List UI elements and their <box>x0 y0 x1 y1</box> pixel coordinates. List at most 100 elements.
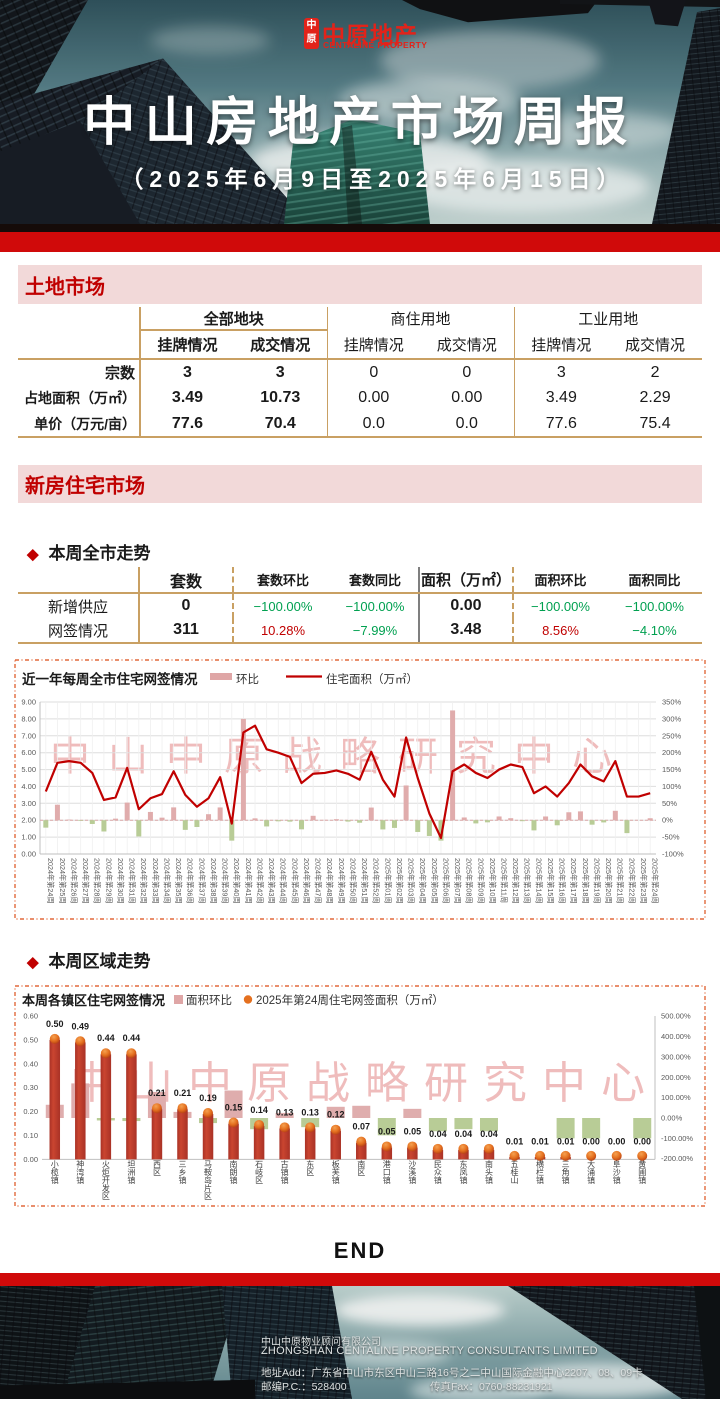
svg-text:2024年第29周: 2024年第29周 <box>104 858 113 904</box>
svg-text:2025年第21周: 2025年第21周 <box>616 858 625 904</box>
svg-text:2025年第04周: 2025年第04周 <box>418 858 427 904</box>
svg-text:2025年第24周住宅网签面积（万㎡）: 2025年第24周住宅网签面积（万㎡） <box>256 993 444 1007</box>
svg-text:环比: 环比 <box>236 673 259 686</box>
svg-text:2025年第06周: 2025年第06周 <box>441 858 450 904</box>
svg-text:8.00: 8.00 <box>21 714 36 723</box>
svg-text:0.20: 0.20 <box>23 1107 38 1116</box>
svg-text:镇: 镇 <box>383 1175 391 1185</box>
svg-text:0.15: 0.15 <box>225 1103 243 1113</box>
svg-text:0.00: 0.00 <box>582 1136 600 1146</box>
svg-text:2024年第35周: 2024年第35周 <box>174 858 183 904</box>
svg-text:2024年第44周: 2024年第44周 <box>279 858 288 904</box>
svg-text:镇: 镇 <box>230 1175 238 1185</box>
svg-text:0.04: 0.04 <box>455 1129 473 1139</box>
svg-text:2024年第43周: 2024年第43周 <box>267 858 276 904</box>
svg-text:住宅面积（万㎡）: 住宅面积（万㎡） <box>326 672 418 686</box>
svg-text:0.12: 0.12 <box>327 1110 345 1120</box>
svg-text:2024年第41周: 2024年第41周 <box>244 858 253 904</box>
svg-text:2024年第25周: 2024年第25周 <box>58 858 67 904</box>
svg-text:0.05: 0.05 <box>404 1126 422 1136</box>
svg-text:镇: 镇 <box>434 1175 442 1185</box>
svg-text:2025年第05周: 2025年第05周 <box>430 858 439 904</box>
svg-text:镇: 镇 <box>587 1175 595 1185</box>
svg-text:本周各镇区住宅网签情况: 本周各镇区住宅网签情况 <box>22 993 165 1008</box>
svg-text:0.05: 0.05 <box>378 1126 396 1136</box>
svg-text:2024年第33周: 2024年第33周 <box>151 858 160 904</box>
svg-text:2025年第03周: 2025年第03周 <box>407 858 416 904</box>
svg-text:2025年第07周: 2025年第07周 <box>453 858 462 904</box>
svg-text:近一年每周全市住宅网签情况: 近一年每周全市住宅网签情况 <box>22 671 198 687</box>
svg-text:0.01: 0.01 <box>531 1136 549 1146</box>
svg-text:山: 山 <box>511 1175 519 1185</box>
svg-text:50%: 50% <box>662 799 677 808</box>
svg-text:2024年第50周: 2024年第50周 <box>348 858 357 904</box>
svg-text:2025年第20周: 2025年第20周 <box>604 858 613 904</box>
svg-text:2025年第13周: 2025年第13周 <box>523 858 532 904</box>
svg-text:200%: 200% <box>662 748 682 757</box>
svg-text:2024年第38周: 2024年第38周 <box>209 858 218 904</box>
svg-text:2024年第37周: 2024年第37周 <box>197 858 206 904</box>
svg-text:2024年第30周: 2024年第30周 <box>116 858 125 904</box>
svg-text:1.00: 1.00 <box>21 833 36 842</box>
svg-text:镇: 镇 <box>485 1175 493 1185</box>
svg-text:2025年第16周: 2025年第16周 <box>558 858 567 904</box>
svg-text:2024年第36周: 2024年第36周 <box>186 858 195 904</box>
svg-text:镇: 镇 <box>332 1175 340 1185</box>
svg-text:100.00%: 100.00% <box>661 1093 691 1102</box>
svg-text:2024年第26周: 2024年第26周 <box>69 858 78 904</box>
svg-text:0.04: 0.04 <box>480 1129 498 1139</box>
svg-text:4.00: 4.00 <box>21 782 36 791</box>
svg-text:500.00%: 500.00% <box>661 1012 691 1021</box>
svg-text:2024年第47周: 2024年第47周 <box>314 858 323 904</box>
svg-text:镇: 镇 <box>408 1175 416 1185</box>
svg-text:2025年第11周: 2025年第11周 <box>499 858 508 903</box>
svg-text:0.00: 0.00 <box>633 1136 651 1146</box>
svg-text:-100.00%: -100.00% <box>661 1134 693 1143</box>
svg-text:2024年第46周: 2024年第46周 <box>302 858 311 904</box>
svg-text:200.00%: 200.00% <box>661 1073 691 1082</box>
svg-text:2025年第18周: 2025年第18周 <box>581 858 590 904</box>
svg-text:镇: 镇 <box>178 1175 186 1185</box>
svg-text:5.00: 5.00 <box>21 765 36 774</box>
svg-text:2025年第14周: 2025年第14周 <box>534 858 543 904</box>
svg-text:镇: 镇 <box>281 1175 289 1185</box>
svg-text:2024年第32周: 2024年第32周 <box>139 858 148 904</box>
svg-text:7.00: 7.00 <box>21 731 36 740</box>
svg-text:镇: 镇 <box>562 1175 570 1185</box>
svg-text:350%: 350% <box>662 698 682 707</box>
svg-text:-100%: -100% <box>662 850 684 859</box>
svg-text:-200.00%: -200.00% <box>661 1154 693 1163</box>
svg-text:镇: 镇 <box>638 1175 646 1185</box>
svg-text:2024年第34周: 2024年第34周 <box>162 858 171 904</box>
svg-text:区: 区 <box>204 1192 212 1201</box>
svg-text:150%: 150% <box>662 765 682 774</box>
svg-text:2024年第40周: 2024年第40周 <box>232 858 241 904</box>
svg-text:2024年第48周: 2024年第48周 <box>325 858 334 904</box>
svg-text:0.01: 0.01 <box>506 1136 524 1146</box>
svg-text:400.00%: 400.00% <box>661 1032 691 1041</box>
svg-text:2024年第49周: 2024年第49周 <box>337 858 346 904</box>
svg-text:2025年第02周: 2025年第02周 <box>395 858 404 904</box>
svg-text:0.13: 0.13 <box>301 1107 319 1117</box>
svg-text:0.40: 0.40 <box>23 1059 38 1068</box>
svg-text:100%: 100% <box>662 782 682 791</box>
svg-text:2025年第10周: 2025年第10周 <box>488 858 497 904</box>
svg-text:0.50: 0.50 <box>23 1035 38 1044</box>
svg-text:镇: 镇 <box>127 1175 135 1185</box>
svg-text:区: 区 <box>102 1192 110 1201</box>
svg-text:2025年第12周: 2025年第12周 <box>511 858 520 904</box>
svg-text:0.19: 0.19 <box>199 1093 217 1103</box>
svg-text:镇: 镇 <box>613 1175 621 1185</box>
svg-text:0.01: 0.01 <box>557 1136 575 1146</box>
svg-text:2025年第09周: 2025年第09周 <box>476 858 485 904</box>
svg-text:2025年第01周: 2025年第01周 <box>383 858 392 904</box>
svg-text:9.00: 9.00 <box>21 698 36 707</box>
svg-text:0.30: 0.30 <box>23 1083 38 1092</box>
svg-text:2024年第28周: 2024年第28周 <box>93 858 102 904</box>
svg-text:250%: 250% <box>662 731 682 740</box>
svg-text:2024年第45周: 2024年第45周 <box>290 858 299 904</box>
svg-text:2024年第27周: 2024年第27周 <box>81 858 90 904</box>
svg-text:2025年第15周: 2025年第15周 <box>546 858 555 904</box>
svg-text:2024年第52周: 2024年第52周 <box>372 858 381 904</box>
svg-text:2024年第24周: 2024年第24周 <box>46 858 55 904</box>
